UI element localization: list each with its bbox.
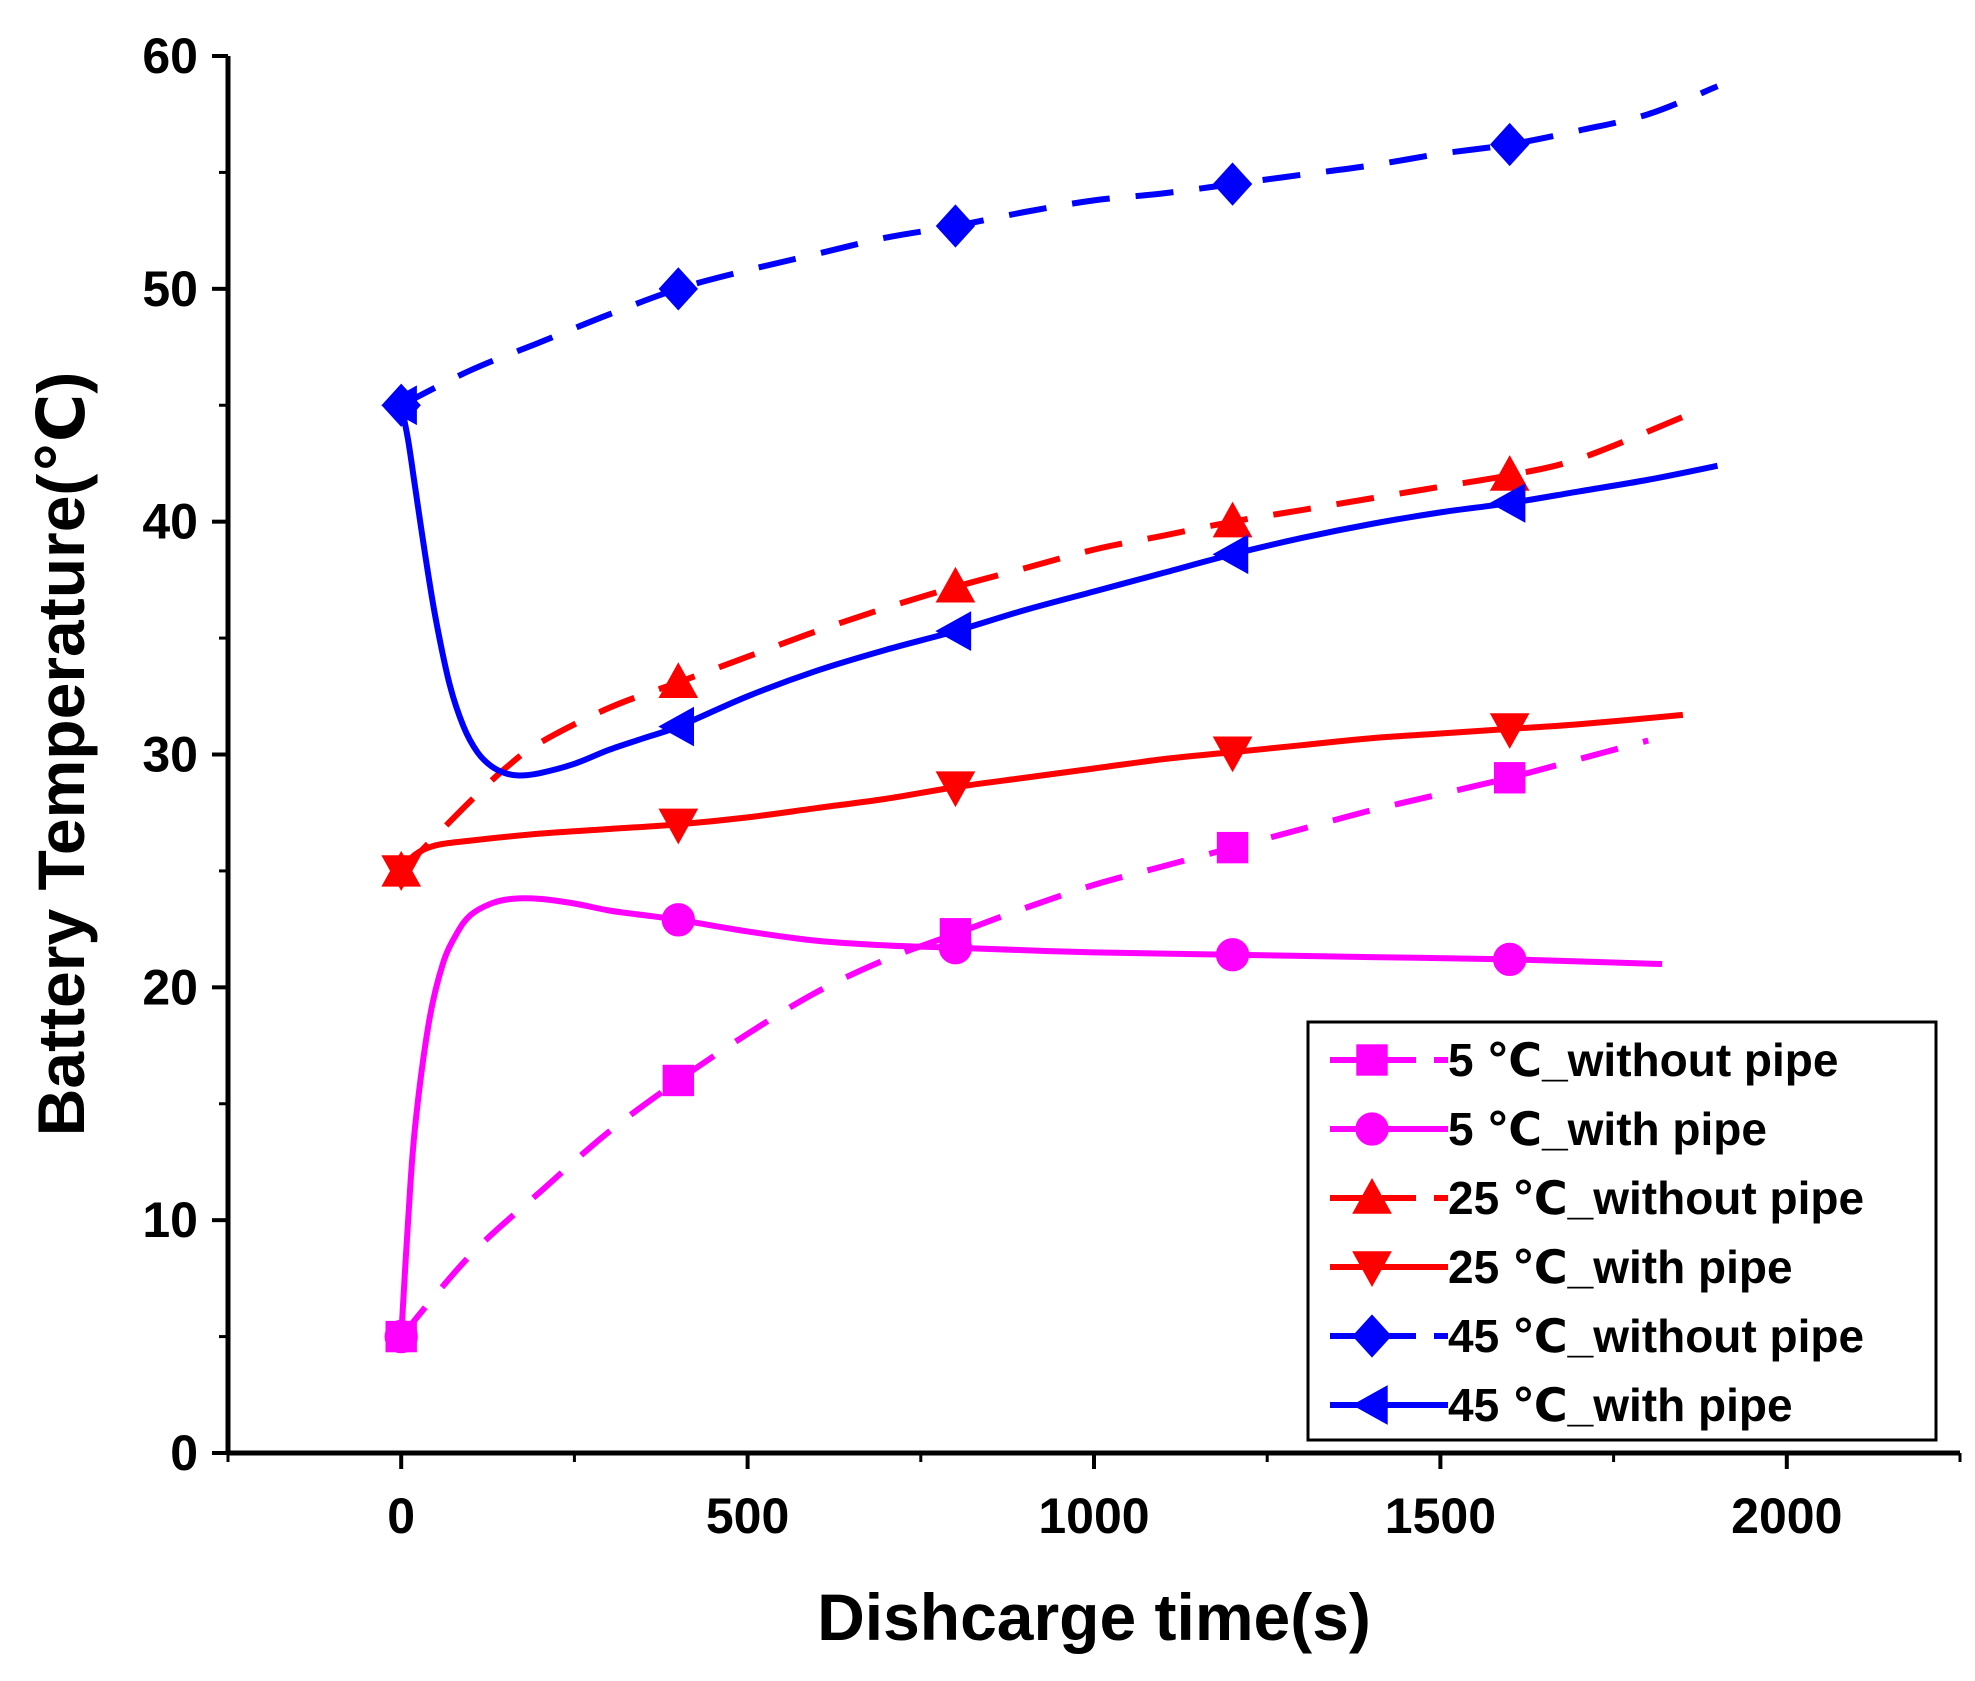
data-point-marker xyxy=(381,385,417,426)
series-line xyxy=(399,414,1685,874)
legend-label: 5 ℃_without pipe xyxy=(1448,1034,1838,1086)
data-point-marker xyxy=(384,1319,418,1354)
y-axis-ticks: 0 10 20 30 40 50 60 xyxy=(142,28,228,1481)
legend-entry: 5 ℃_without pipe xyxy=(1330,1034,1838,1086)
data-point-marker xyxy=(658,662,699,699)
data-point-marker xyxy=(658,267,698,311)
data-point-marker xyxy=(1493,762,1526,794)
data-point-marker xyxy=(1212,534,1249,575)
series-45-with-pipe xyxy=(381,385,1719,779)
y-tick-label: 40 xyxy=(142,494,198,550)
legend-entry: 25 ℃_with pipe xyxy=(1330,1241,1793,1293)
series-layer xyxy=(381,83,1719,1354)
legend-marker xyxy=(1355,1112,1389,1146)
legend-entry: 25 ℃_without pipe xyxy=(1330,1172,1864,1224)
legend-entry: 45 ℃_without pipe xyxy=(1330,1310,1864,1362)
series-line xyxy=(398,711,1684,873)
data-point-marker xyxy=(662,1064,695,1097)
legend-marker xyxy=(1352,1314,1392,1358)
legend-label: 45 ℃_without pipe xyxy=(1448,1310,1864,1362)
plot-area: 0 10 20 30 40 50 60 0 500 1000 1500 2000 xyxy=(142,28,1962,1544)
data-point-marker xyxy=(661,903,695,937)
legend-marker xyxy=(1352,1177,1392,1214)
legend-marker xyxy=(1352,1251,1392,1288)
legend-label: 5 ℃_with pipe xyxy=(1448,1103,1767,1155)
data-point-marker xyxy=(1216,831,1249,864)
data-point-marker xyxy=(381,855,422,891)
data-point-marker xyxy=(1489,483,1526,523)
y-tick-label: 10 xyxy=(142,1192,198,1248)
legend-frame xyxy=(1306,1020,1938,1442)
data-point-marker xyxy=(1212,501,1253,538)
x-tick-label: 500 xyxy=(706,1488,789,1544)
y-tick-label: 20 xyxy=(142,959,198,1015)
data-point-marker xyxy=(1489,455,1530,491)
x-axis-ticks: 0 500 1000 1500 2000 xyxy=(226,1453,1962,1544)
series-line xyxy=(398,404,1719,779)
y-tick-label: 60 xyxy=(142,28,198,84)
data-point-marker xyxy=(1212,162,1253,206)
data-point-marker xyxy=(1490,122,1530,167)
series-45-without-pipe xyxy=(381,83,1719,427)
data-point-marker xyxy=(658,808,699,845)
legend-entry: 45 ℃_with pipe xyxy=(1330,1379,1793,1431)
data-point-marker xyxy=(935,204,976,248)
legend-marker xyxy=(1351,1385,1388,1425)
y-tick-label: 0 xyxy=(170,1425,198,1481)
data-point-marker xyxy=(935,611,972,651)
data-point-marker xyxy=(1212,736,1253,773)
series-line xyxy=(399,83,1719,408)
legend-label: 25 ℃_without pipe xyxy=(1448,1172,1864,1224)
data-point-marker xyxy=(1215,938,1250,972)
series-line xyxy=(398,737,1650,1339)
data-point-marker xyxy=(1493,942,1527,977)
x-tick-label: 2000 xyxy=(1731,1488,1842,1544)
y-tick-label: 30 xyxy=(142,727,198,783)
data-point-marker xyxy=(938,931,973,965)
legend-entry: 5 ℃_with pipe xyxy=(1330,1103,1767,1155)
y-axis-title: Battery Temperature(℃) xyxy=(24,372,98,1137)
legend: 5 ℃_without pipe 5 ℃_with pipe 25 ℃_withou… xyxy=(1306,1020,1938,1442)
y-tick-label: 50 xyxy=(142,261,198,317)
x-tick-label: 1500 xyxy=(1385,1488,1496,1544)
x-tick-label: 1000 xyxy=(1038,1488,1149,1544)
data-point-marker xyxy=(935,771,976,808)
legend-marker xyxy=(1356,1044,1388,1076)
legend-label: 45 ℃_with pipe xyxy=(1448,1379,1793,1431)
legend-entries: 5 ℃_without pipe 5 ℃_with pipe 25 ℃_withou… xyxy=(1330,1034,1864,1431)
legend-label: 25 ℃_with pipe xyxy=(1448,1241,1793,1293)
data-point-marker xyxy=(935,566,976,603)
x-axis-title: Dishcarge time(s) xyxy=(817,1580,1371,1654)
series-5-with-pipe xyxy=(384,895,1663,1354)
series-25-without-pipe xyxy=(381,414,1685,887)
x-tick-label: 0 xyxy=(387,1488,415,1544)
data-point-marker xyxy=(1489,713,1530,749)
series-25-with-pipe xyxy=(381,711,1684,891)
data-point-marker xyxy=(658,706,695,747)
